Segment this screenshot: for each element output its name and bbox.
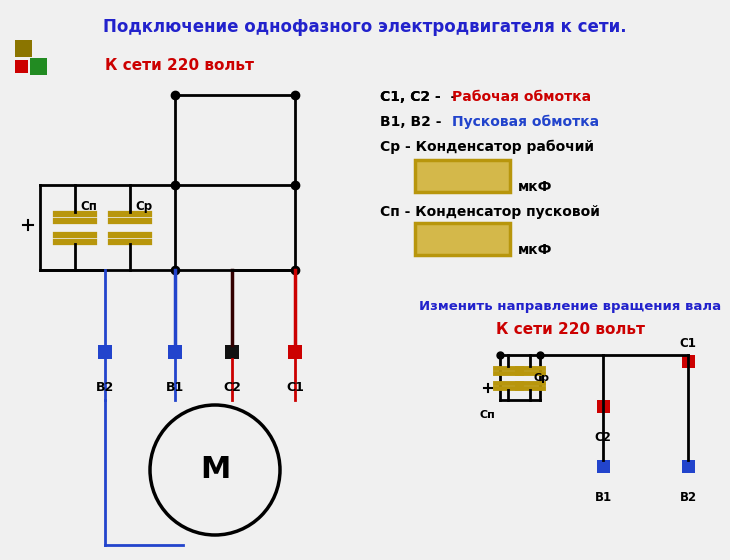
Text: С1: С1 xyxy=(680,337,696,350)
Text: Рабочая обмотка: Рабочая обмотка xyxy=(452,90,591,104)
Text: В2: В2 xyxy=(680,491,696,504)
Text: М: М xyxy=(200,455,230,484)
Bar xyxy=(98,345,112,359)
Bar xyxy=(682,460,694,473)
Text: В1: В1 xyxy=(594,491,612,504)
Bar xyxy=(168,345,182,359)
Text: Ср: Ср xyxy=(533,373,549,383)
Bar xyxy=(288,345,302,359)
Text: В1, В2 -: В1, В2 - xyxy=(380,115,446,129)
Bar xyxy=(225,345,239,359)
Bar xyxy=(30,58,47,75)
Text: К сети 220 вольт: К сети 220 вольт xyxy=(496,322,645,337)
Text: С2: С2 xyxy=(594,431,612,444)
Text: С1, С2 -: С1, С2 - xyxy=(380,90,445,104)
Text: Сп - Конденсатор пусковой: Сп - Конденсатор пусковой xyxy=(380,205,600,219)
Bar xyxy=(15,60,28,73)
Text: Сп: Сп xyxy=(80,200,97,213)
Text: С1: С1 xyxy=(286,381,304,394)
Text: Сп: Сп xyxy=(480,410,495,420)
Text: Ср - Конденсатор рабочий: Ср - Конденсатор рабочий xyxy=(380,140,594,155)
Bar xyxy=(682,355,694,368)
Text: Пусковая обмотка: Пусковая обмотка xyxy=(452,115,599,129)
Bar xyxy=(596,400,610,413)
Text: Подключение однофазного электродвигателя к сети.: Подключение однофазного электродвигателя… xyxy=(103,18,627,36)
Bar xyxy=(415,160,510,192)
Text: мкФ: мкФ xyxy=(518,243,553,257)
Text: Изменить направление вращения вала: Изменить направление вращения вала xyxy=(419,300,721,313)
Text: С1, С2 -  -: С1, С2 - - xyxy=(380,90,461,104)
Bar xyxy=(415,223,510,255)
Text: Ср: Ср xyxy=(135,200,152,213)
Bar xyxy=(596,460,610,473)
Text: мкФ: мкФ xyxy=(518,180,553,194)
Text: С2: С2 xyxy=(223,381,241,394)
Text: В2: В2 xyxy=(96,381,114,394)
Text: В1: В1 xyxy=(166,381,184,394)
Text: К сети 220 вольт: К сети 220 вольт xyxy=(105,58,254,73)
Bar xyxy=(15,40,32,57)
